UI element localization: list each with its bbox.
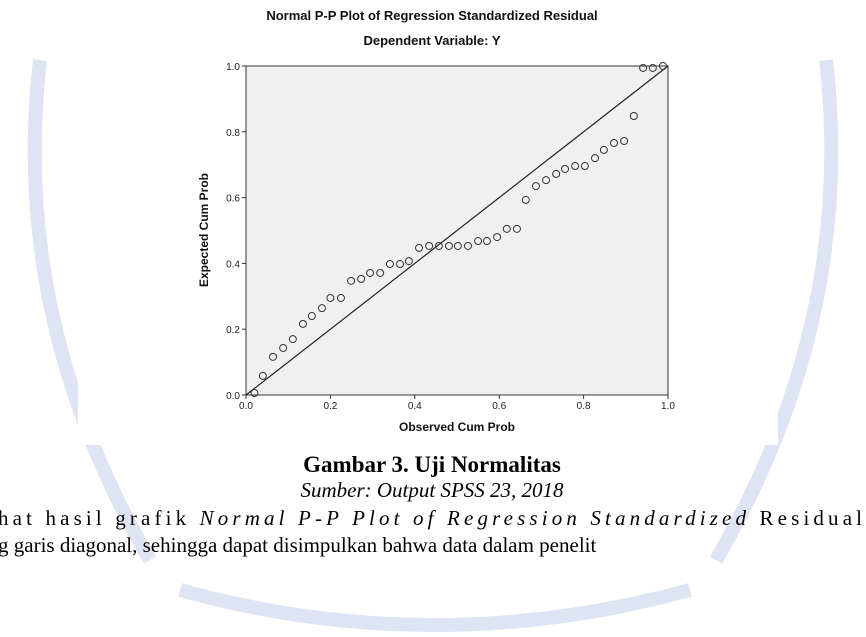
document-page: 0.0 0.2 0.4 0.6 0.8 1.0 0.0 0.2 0.4 0.6 0.8 1.0 Nor… <box>0 0 866 637</box>
chart-subtitle: Dependent Variable: Y <box>363 33 500 48</box>
x-tick-label: 0.8 <box>577 401 591 412</box>
chart: 0.0 0.2 0.4 0.6 0.8 1.0 0.0 0.2 0.4 0.6 0.8 1.0 <box>226 62 675 412</box>
x-tick-label: 0.0 <box>239 401 253 412</box>
watermark-arc <box>180 590 690 625</box>
y-tick-label: 1.0 <box>226 62 240 73</box>
x-tick-label: 0.4 <box>408 401 422 412</box>
x-tick-label: 0.6 <box>492 401 506 412</box>
text-run: g garis diagonal, sehingga dapat disimpu… <box>0 533 596 557</box>
x-axis-title: Observed Cum Prob <box>399 420 515 434</box>
figure-caption: Gambar 3. Uji Normalitas <box>303 452 561 477</box>
y-tick-label: 0.6 <box>226 194 240 205</box>
figure-source: Sumber: Output SPSS 23, 2018 <box>300 478 564 502</box>
chart-title: Normal P-P Plot of Regression Standardiz… <box>266 8 597 23</box>
text-run: hat hasil grafik <box>0 506 195 530</box>
y-tick-label: 0.2 <box>226 325 240 336</box>
text-run: Residual <box>750 506 862 530</box>
y-tick-label: 0.4 <box>226 259 240 270</box>
y-tick-label: 0.0 <box>226 391 240 402</box>
paragraph-line: g garis diagonal, sehingga dapat disimpu… <box>0 533 596 557</box>
y-tick-label: 0.8 <box>226 128 240 139</box>
page: {"chart_data": {"type": "scatter", "titl… <box>0 0 866 637</box>
y-axis-title: Expected Cum Prob <box>197 173 211 287</box>
x-tick-label: 1.0 <box>661 401 675 412</box>
text-run: Normal P-P Plot of Regression Standardiz… <box>199 506 747 530</box>
x-tick-label: 0.2 <box>323 401 337 412</box>
